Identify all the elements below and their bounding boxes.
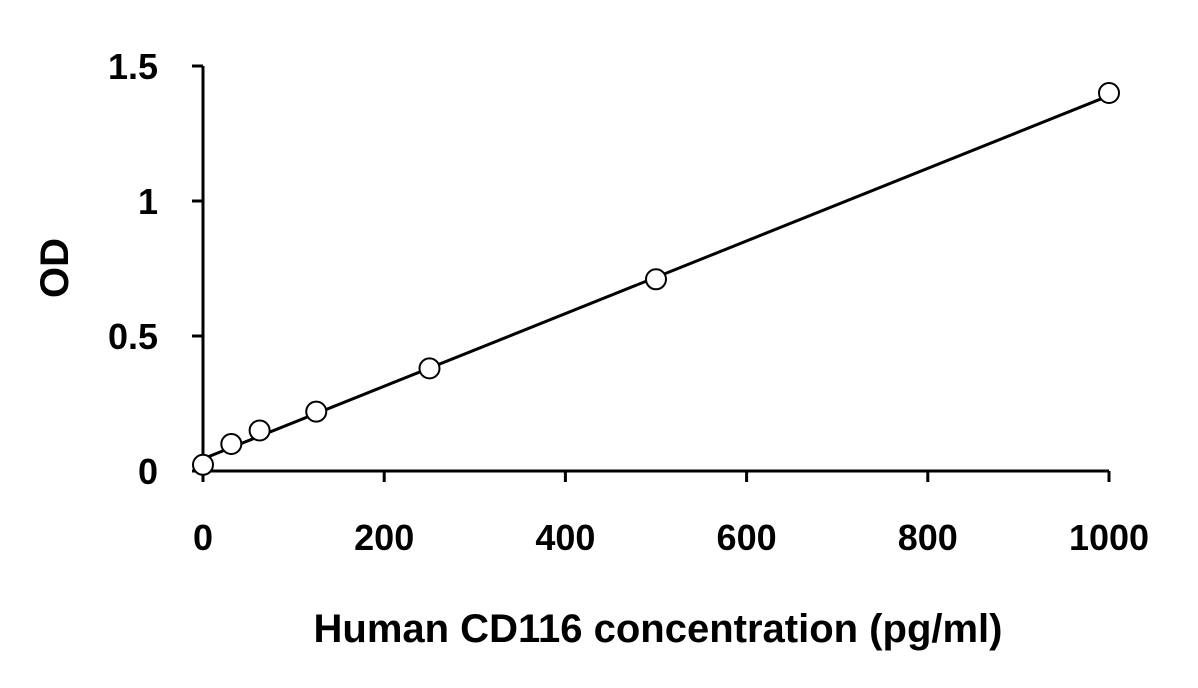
data-point bbox=[220, 433, 243, 455]
axis-titles: Human CD116 concentration (pg/ml) OD bbox=[33, 238, 1002, 651]
axes bbox=[201, 66, 1109, 473]
x-tick-label: 0 bbox=[193, 517, 213, 558]
data-point bbox=[305, 400, 328, 423]
data-point bbox=[645, 268, 667, 291]
x-tick-label: 600 bbox=[717, 517, 777, 558]
x-tick-label: 800 bbox=[898, 517, 958, 558]
data-point bbox=[192, 453, 214, 476]
x-tick-label: 1000 bbox=[1069, 517, 1149, 558]
y-tick-label: 1.5 bbox=[108, 46, 158, 87]
data-points bbox=[192, 82, 1120, 476]
y-tick-label: 0.5 bbox=[108, 316, 158, 357]
x-tick-label: 200 bbox=[354, 517, 414, 558]
x-tick-label: 400 bbox=[535, 517, 595, 558]
y-tick-label: 0 bbox=[138, 451, 158, 492]
data-point bbox=[248, 419, 271, 442]
data-point bbox=[418, 357, 441, 380]
y-axis-title: OD bbox=[33, 238, 77, 298]
ticks: 0 200 400 600 800 1000 0 0.5 1 1.5 bbox=[108, 46, 1149, 558]
y-tick-label: 1 bbox=[138, 181, 158, 222]
x-axis-title: Human CD116 concentration (pg/ml) bbox=[314, 607, 1003, 651]
data-point bbox=[1098, 82, 1120, 104]
